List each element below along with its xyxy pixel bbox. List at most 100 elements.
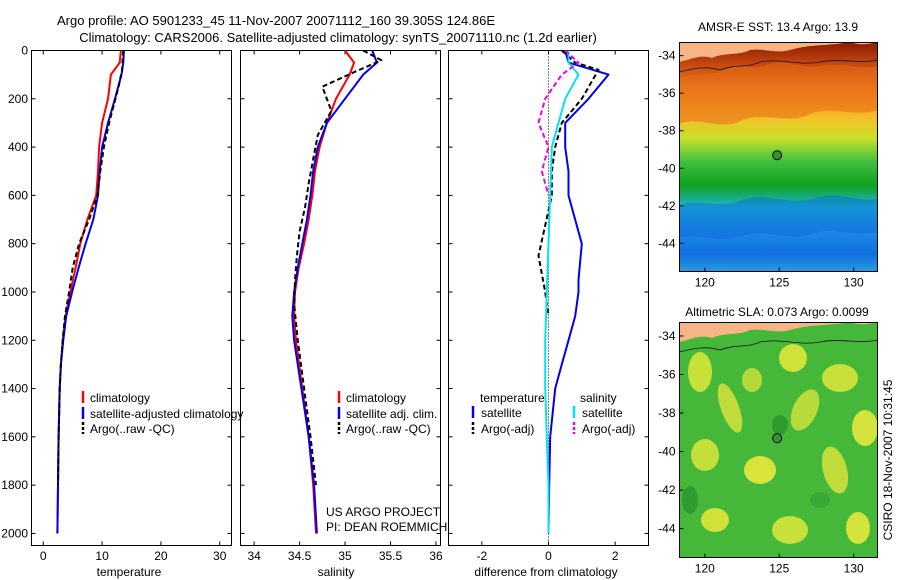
map-lat-label: -42 [658, 199, 676, 213]
sst-land [679, 42, 850, 62]
sst-map-frame [679, 42, 878, 272]
sla-blob [717, 383, 743, 433]
sst-contour [679, 59, 878, 73]
sst-map [679, 42, 878, 272]
legend-sat-label: satellite-adjusted climatology [90, 407, 243, 421]
project-line2: PI: DEAN ROEMMICH [326, 520, 447, 534]
map-lat-label: -36 [658, 86, 676, 100]
temperature-xlabel: temperature [97, 565, 162, 579]
figure-title-line2: Climatology: CARS2006. Satellite-adjuste… [79, 30, 597, 45]
map-lat-label: -40 [658, 445, 676, 459]
series-salinity-satellite [544, 50, 580, 534]
map-lon-label: 130 [844, 562, 864, 576]
map-lat-label: -38 [658, 124, 676, 138]
x-tick-label: 34.5 [288, 549, 312, 563]
x-tick-label: 0 [40, 549, 47, 563]
map-lon-label: 120 [695, 276, 715, 290]
depth-tick-label: 2000 [1, 526, 28, 540]
sst-float-marker [772, 150, 783, 161]
sla-blob [821, 446, 849, 494]
depth-ticks: 0 200 400 600 800 1000 1200 1400 1600 1800 2000 [1, 44, 649, 540]
series-satellite-adjusted-climatology [56, 50, 125, 534]
temperature-legend: climatology satellite-adjusted climatolo… [81, 391, 243, 436]
legend-diff-temperature-heading: temperature [480, 391, 545, 405]
legend-clim-label: climatology [90, 391, 150, 405]
salinity-xlabel: salinity [318, 565, 355, 579]
x-ticks: 0 10 20 30 34 34.5 35 35.5 36 -2 0 2 [40, 50, 619, 563]
legend-diff-sal-sat-label: satellite [582, 406, 623, 420]
sla-map-frame [679, 322, 878, 558]
map-lat-label: -44 [658, 236, 676, 250]
map-lat-label: -44 [658, 522, 676, 536]
sla-blob [701, 508, 729, 532]
map-lon-label: 125 [769, 276, 789, 290]
sla-trough [810, 492, 830, 508]
x-tick-label: 30 [213, 549, 227, 563]
legend-sal-clim-label: climatology [346, 391, 406, 405]
sla-blob [688, 352, 712, 392]
depth-tick-label: 1800 [1, 478, 28, 492]
map-lat-label: -34 [658, 49, 676, 63]
x-tick-label: 0 [545, 549, 552, 563]
project-line1: US ARGO PROJECT [326, 505, 441, 519]
depth-tick-label: 1000 [1, 285, 28, 299]
x-tick-label: 20 [154, 549, 168, 563]
map-lat-label: -40 [658, 161, 676, 175]
salinity-legend: climatology satellite adj. clim. Argo(..… [337, 391, 437, 436]
map-lat-label: -42 [658, 483, 676, 497]
x-tick-label: 34 [247, 549, 261, 563]
figure-title-line1: Argo profile: AO 5901233_45 11-Nov-2007 … [57, 13, 495, 28]
legend-sal-sat-label: satellite adj. clim. [346, 407, 437, 421]
sla-blob [772, 516, 808, 544]
x-tick-label: 10 [95, 549, 109, 563]
sla-float-marker [772, 433, 783, 444]
series-argo-raw-qc [293, 49, 383, 486]
sla-blob [691, 439, 719, 471]
sla-trough [682, 486, 698, 514]
sla-blob [852, 410, 878, 446]
difference-xlabel: difference from climatology [474, 565, 617, 579]
map-lon-label: 125 [769, 562, 789, 576]
sla-map-ticks: 120 125 130 -34 -36 -38 -40 -42 -44 [658, 329, 864, 576]
sla-contour [679, 339, 878, 353]
depth-tick-label: 1200 [1, 333, 28, 347]
series-climatology [56, 50, 122, 534]
sst-map-ticks: 120 125 130 -34 -36 -38 -40 -42 -44 [658, 49, 864, 290]
sla-trough [772, 415, 788, 435]
sst-warm-patch [679, 62, 878, 125]
sst-map-title: AMSR-E SST: 13.4 Argo: 13.9 [698, 20, 858, 34]
series-temperature-satellite [547, 50, 610, 534]
profile-series [56, 49, 610, 534]
depth-tick-label: 1600 [1, 430, 28, 444]
depth-tick-label: 800 [8, 237, 28, 251]
sla-land [679, 322, 850, 342]
legend-diff-temp-sat-label: satellite [481, 406, 522, 420]
map-lat-label: -34 [658, 329, 676, 343]
legend-diff-sal-argo-label: Argo(-adj) [582, 422, 635, 436]
temperature-axes-frame [31, 50, 232, 546]
map-lon-label: 120 [695, 562, 715, 576]
series-argo-raw-qc [57, 50, 125, 486]
sla-blob [779, 344, 807, 372]
legend-argo-label: Argo(..raw -QC) [90, 422, 175, 436]
sst-cool-band [679, 195, 878, 239]
legend-diff-salinity-heading: salinity [580, 391, 617, 405]
map-lat-label: -38 [658, 406, 676, 420]
sla-map-title: Altimetric SLA: 0.073 Argo: 0.0099 [685, 305, 869, 319]
legend-sal-argo-label: Argo(..raw -QC) [346, 422, 431, 436]
sla-blob [790, 389, 820, 431]
series-climatology [293, 49, 356, 534]
salinity-axes-frame [240, 50, 441, 546]
side-timestamp-label: CSIRO 18-Nov-2007 10:31:45 [881, 379, 895, 540]
difference-legend: temperature satellite Argo(-adj) salinit… [471, 391, 635, 436]
sla-blob [822, 364, 858, 392]
depth-tick-label: 0 [21, 44, 28, 58]
sla-blob [742, 368, 762, 392]
x-tick-label: 35.5 [379, 549, 403, 563]
depth-tick-label: 200 [8, 92, 28, 106]
x-tick-label: 2 [612, 549, 619, 563]
x-tick-label: -2 [476, 549, 487, 563]
x-tick-label: 36 [429, 549, 443, 563]
series-temperature-argo-adj [537, 49, 600, 317]
